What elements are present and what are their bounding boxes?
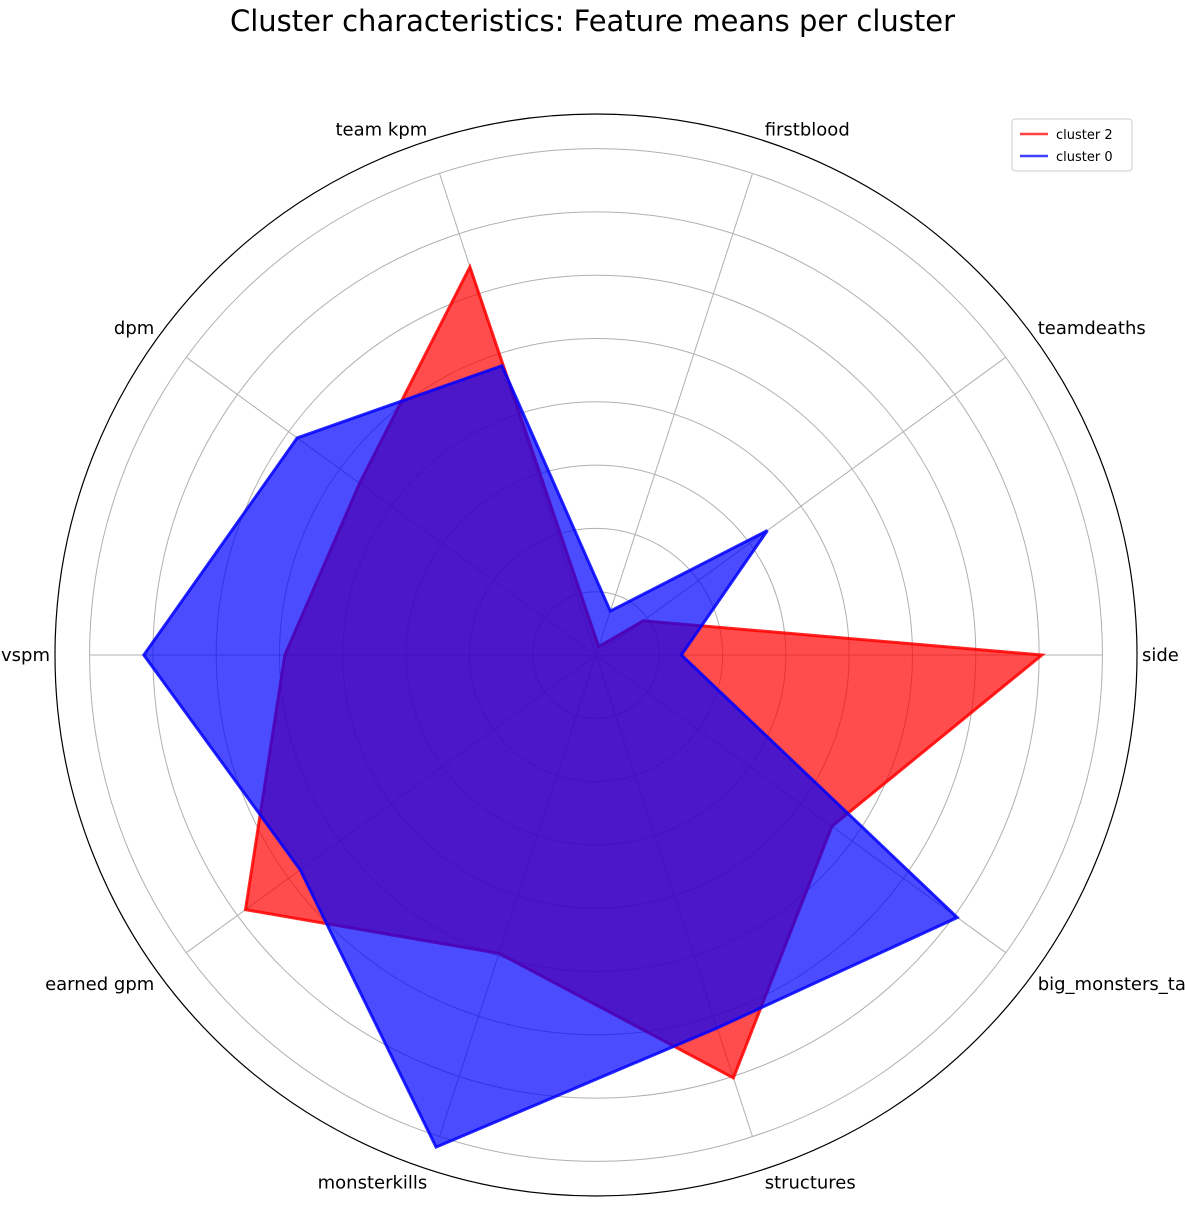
axis-label-firstblood: firstblood — [765, 120, 850, 141]
axis-label-teamdeaths: teamdeaths — [1038, 318, 1146, 339]
axis-label-vspm: vspm — [1, 645, 50, 666]
axis-label-big_monsters_taken: big_monsters_taken — [1038, 974, 1185, 995]
axis-labels: side teamdeaths firstblood team kpm dpm vspm e… — [1, 120, 1185, 1194]
legend-box — [1011, 118, 1133, 172]
axis-label-structures: structures — [765, 1172, 856, 1193]
grid-spoke — [595, 173, 753, 656]
axis-label-dpm: dpm — [114, 318, 154, 339]
grid-ring — [89, 148, 1103, 1162]
chart-title: Cluster characteristics: Feature means p… — [229, 4, 956, 38]
axis-label-side: side — [1142, 645, 1179, 666]
series-layer — [141, 263, 1046, 1150]
axis-label-team-kpm: team kpm — [335, 120, 427, 141]
legend-entry: cluster 2 — [1056, 128, 1113, 143]
series-polygon-cluster-0 — [141, 363, 960, 1150]
legend: cluster 2 cluster 0 — [1011, 118, 1133, 172]
axis-label-earned-gpm: earned gpm — [45, 974, 154, 995]
polar-frame — [54, 113, 1138, 1197]
legend-entry: cluster 0 — [1056, 150, 1113, 165]
axis-label-monsterkills: monsterkills — [318, 1172, 428, 1193]
